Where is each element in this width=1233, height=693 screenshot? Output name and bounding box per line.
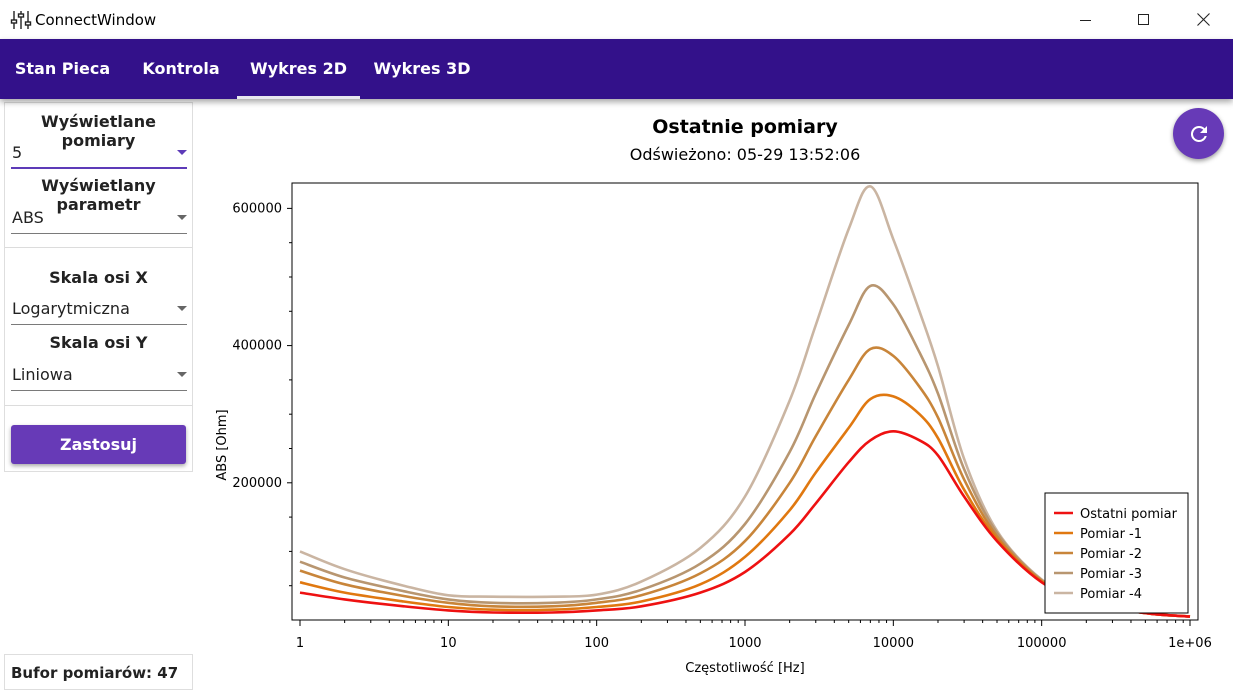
apply-button[interactable]: Zastosuj [11, 425, 186, 464]
x-scale-value: Logarytmiczna [12, 299, 130, 318]
y-tick-label: 400000 [232, 339, 282, 354]
x-tick-label: 10000 [873, 636, 914, 651]
y-scale-title: Skala osi Y [49, 333, 148, 352]
tab-kontrola[interactable]: Kontrola [126, 39, 236, 99]
divider [5, 405, 192, 406]
settings-panel: Wyświetlane pomiary 5 Wyświetlany parame… [4, 102, 193, 472]
chevron-down-icon [177, 306, 187, 311]
maximize-button[interactable] [1115, 0, 1173, 39]
chevron-down-icon [177, 150, 187, 155]
tab-wykres-2d[interactable]: Wykres 2D [237, 39, 360, 99]
refresh-button[interactable] [1173, 108, 1224, 159]
x-tick-label: 1e+06 [1168, 636, 1212, 651]
line-chart: Ostatnie pomiary Odświeżono: 05-29 13:52… [215, 116, 1212, 676]
x-tick-label: 10 [440, 636, 457, 651]
tab-label: Wykres 2D [250, 59, 347, 78]
y-axis-label: ABS [Ohm] [215, 409, 230, 480]
legend-entry: Pomiar -1 [1080, 527, 1142, 542]
tab-label: Kontrola [142, 59, 220, 78]
tab-label: Wykres 3D [373, 59, 471, 78]
chart-title: Ostatnie pomiary [652, 116, 838, 138]
chevron-down-icon [177, 215, 187, 220]
measurements-select[interactable]: 5 [11, 137, 187, 169]
tab-stan-pieca[interactable]: Stan Pieca [6, 39, 119, 99]
measurements-title: Wyświetlane pomiary [41, 112, 156, 150]
chevron-down-icon [177, 372, 187, 377]
legend-entry: Pomiar -2 [1080, 547, 1142, 562]
y-scale-select[interactable]: Liniowa [11, 359, 187, 391]
close-button[interactable] [1174, 0, 1232, 39]
x-scale-select[interactable]: Logarytmiczna [11, 293, 187, 325]
legend-entry: Ostatni pomiar [1080, 507, 1178, 522]
buffer-status: Bufor pomiarów: 47 [4, 654, 193, 690]
maximize-icon [1138, 13, 1149, 25]
parameter-select[interactable]: ABS [11, 202, 187, 234]
window-title: ConnectWindow [35, 11, 157, 29]
series-line [299, 346, 1191, 618]
legend-entry: Pomiar -4 [1080, 587, 1142, 602]
y-scale-value: Liniowa [12, 365, 73, 384]
chart-area: Ostatnie pomiary Odświeżono: 05-29 13:52… [195, 100, 1233, 690]
x-scale-title: Skala osi X [49, 268, 148, 287]
x-tick-label: 1 [296, 636, 304, 651]
x-tick-label: 100000 [1017, 636, 1067, 651]
nav-bar: Stan Pieca Kontrola Wykres 2D Wykres 3D [0, 39, 1233, 99]
title-bar: ConnectWindow [0, 0, 1233, 39]
tab-wykres-3d[interactable]: Wykres 3D [361, 39, 483, 99]
buffer-label: Bufor pomiarów: 47 [11, 664, 179, 682]
refresh-icon [1190, 125, 1207, 142]
minimize-button[interactable] [1057, 0, 1115, 39]
x-tick-label: 100 [584, 636, 609, 651]
x-axis-label: Częstotliwość [Hz] [685, 661, 804, 676]
series-line [299, 430, 1191, 618]
x-tick-label: 1000 [728, 636, 761, 651]
tab-label: Stan Pieca [14, 59, 111, 78]
close-icon [1196, 13, 1210, 26]
sliders-icon [10, 9, 32, 31]
measurements-value: 5 [12, 143, 23, 162]
divider [5, 247, 192, 248]
parameter-value: ABS [12, 208, 44, 227]
legend-entry: Pomiar -3 [1080, 567, 1142, 582]
y-tick-label: 600000 [232, 201, 282, 216]
chart-subtitle: Odświeżono: 05-29 13:52:06 [630, 145, 861, 164]
active-tab-indicator [237, 96, 360, 99]
y-tick-label: 200000 [232, 476, 282, 491]
minimize-icon [1080, 19, 1091, 21]
series-line [299, 283, 1191, 618]
parameter-title: Wyświetlany parametr [41, 176, 156, 214]
